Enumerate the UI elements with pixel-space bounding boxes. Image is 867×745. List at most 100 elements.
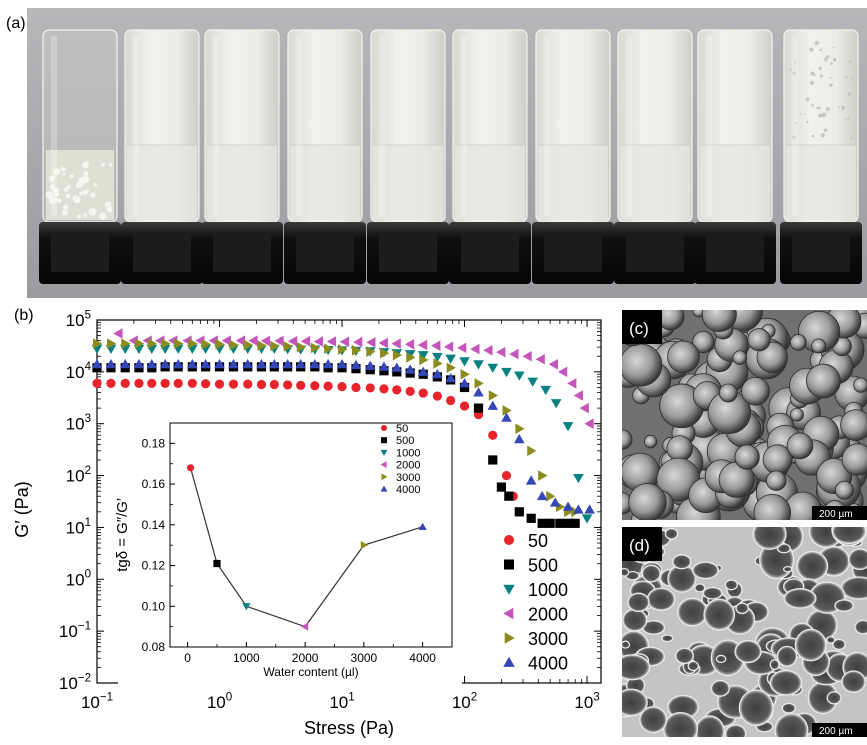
foam-bubble xyxy=(73,196,80,203)
point-1000 xyxy=(445,355,456,364)
cap-label xyxy=(544,232,602,272)
point-50 xyxy=(147,379,156,388)
point-50 xyxy=(296,381,305,390)
sem-bubble xyxy=(742,377,770,405)
point-2000 xyxy=(549,359,558,370)
vial-highlight xyxy=(461,36,467,216)
inset-x-tick-label: 1000 xyxy=(233,651,260,665)
point-2000 xyxy=(418,340,427,351)
point-2000 xyxy=(405,339,414,350)
speck xyxy=(830,62,833,65)
point-500 xyxy=(546,519,555,528)
foam-bubble xyxy=(90,192,95,197)
inset-y-tick-label: 0.08 xyxy=(142,640,166,654)
vial-highlight xyxy=(296,36,302,216)
sem-bubble xyxy=(754,494,791,531)
point-2000 xyxy=(470,344,479,355)
point-50 xyxy=(174,379,183,388)
inset-point-500 xyxy=(213,560,220,567)
point-1000 xyxy=(551,399,562,408)
sem-pore xyxy=(725,580,737,590)
y-tick-label: 101 xyxy=(66,517,91,538)
point-2000 xyxy=(457,343,466,354)
y-tick-label: 102 xyxy=(66,465,91,486)
foam-bubble xyxy=(82,162,89,169)
point-4000 xyxy=(473,387,484,396)
cap-label xyxy=(296,232,354,272)
sem-bubble xyxy=(629,483,667,521)
point-3000 xyxy=(447,362,456,373)
foam-bubble xyxy=(82,190,86,194)
point-2000 xyxy=(483,345,492,356)
point-3000 xyxy=(515,423,524,434)
point-50 xyxy=(433,392,442,401)
speck xyxy=(810,81,814,85)
sem-bubble xyxy=(790,334,806,350)
point-500 xyxy=(488,455,497,464)
sem-pore xyxy=(777,646,797,666)
foam-bubble xyxy=(62,168,66,172)
point-1000 xyxy=(501,368,512,377)
legend-marker-500 xyxy=(504,560,514,570)
sem-pore xyxy=(835,600,853,611)
sem-image-d: (d) 200 µm xyxy=(609,513,867,745)
point-1000 xyxy=(487,364,498,373)
sem-pore xyxy=(664,713,698,745)
point-3000 xyxy=(538,470,547,481)
sem-pore xyxy=(665,529,677,540)
legend-label-1000: 1000 xyxy=(528,580,568,600)
inset-legend-label-1000: 1000 xyxy=(396,447,420,459)
sem-pore xyxy=(842,671,866,692)
x-tick-label: 10−1 xyxy=(81,691,113,712)
series-2000 xyxy=(113,328,593,429)
inset-x-tick-label: 4000 xyxy=(409,651,436,665)
speck xyxy=(850,137,852,139)
speck xyxy=(800,112,802,114)
point-50 xyxy=(460,401,469,410)
legend-marker-50 xyxy=(504,535,514,545)
point-2000 xyxy=(509,349,518,360)
speck xyxy=(845,76,848,79)
point-50 xyxy=(502,471,511,480)
sem-pore xyxy=(615,689,647,716)
sem-bubble xyxy=(735,445,759,469)
speck xyxy=(829,83,833,87)
sem-pore xyxy=(620,569,629,576)
speck xyxy=(823,113,826,116)
sem-pore xyxy=(735,641,761,663)
point-3000 xyxy=(527,446,536,457)
vial-highlight xyxy=(213,36,219,216)
legend-label-50: 50 xyxy=(528,531,548,551)
speck xyxy=(826,55,830,59)
point-2000 xyxy=(567,378,576,389)
point-1000 xyxy=(563,422,574,431)
point-50 xyxy=(406,387,415,396)
point-4000 xyxy=(459,378,470,387)
vial xyxy=(367,30,449,284)
x-tick-label: 103 xyxy=(574,691,599,712)
foam-bubble xyxy=(93,183,97,187)
vial xyxy=(532,30,614,284)
point-1000 xyxy=(540,386,551,395)
inset-y-tick-label: 0.10 xyxy=(142,599,166,613)
sem-bubble xyxy=(766,471,786,491)
inset-legend-label-50: 50 xyxy=(396,423,408,435)
speck xyxy=(849,60,852,63)
cap-label xyxy=(51,232,109,272)
sem-pore xyxy=(693,562,719,579)
legend-label-500: 500 xyxy=(528,556,558,576)
point-2000 xyxy=(327,336,336,347)
point-50 xyxy=(366,383,375,392)
sem-pore xyxy=(628,593,649,611)
foam-bubble xyxy=(109,163,113,167)
speck xyxy=(815,41,819,45)
inset-y-tick-label: 0.14 xyxy=(142,518,166,532)
speck xyxy=(833,58,837,62)
inset-legend-marker-50 xyxy=(381,425,387,431)
sem-pore xyxy=(770,660,779,670)
point-50 xyxy=(446,396,455,405)
panel-label-c: (c) xyxy=(629,319,649,338)
sem-pore xyxy=(784,589,816,608)
inset-x-tick-label: 3000 xyxy=(351,651,378,665)
point-1000 xyxy=(527,378,538,387)
